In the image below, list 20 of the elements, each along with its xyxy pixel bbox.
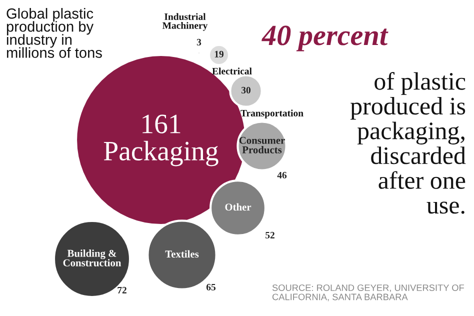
data-label: 65 — [206, 284, 216, 290]
data-label: 72 — [118, 286, 126, 294]
category-label: Other — [225, 203, 252, 211]
data-label: 161 — [142, 114, 180, 134]
data-label: 19 — [214, 50, 224, 58]
category-label: Industrial Machinery — [162, 13, 208, 31]
text: 40 percent — [262, 26, 388, 52]
data-label: 46 — [277, 172, 287, 178]
category-label: Electrical — [212, 68, 252, 74]
text: Global plastic production by industry in millions of tons — [6, 8, 102, 58]
category-label: Textiles — [165, 250, 199, 258]
data-label: 3 — [196, 38, 202, 46]
text: of plastic produced is packaging, discarded after one use. — [350, 72, 466, 214]
category-label: Building & Construction — [63, 250, 122, 266]
data-label: 52 — [266, 232, 274, 238]
source-note: SOURCE: ROLAND GEYER, UNIVERSITY OF CALIFORNIA, SANTA BARBARA — [272, 284, 464, 302]
category-label: Transportation — [240, 110, 304, 118]
category-label: Consumer Products — [239, 136, 285, 154]
data-label: 30 — [242, 86, 250, 94]
category-label: Packaging — [104, 140, 218, 166]
